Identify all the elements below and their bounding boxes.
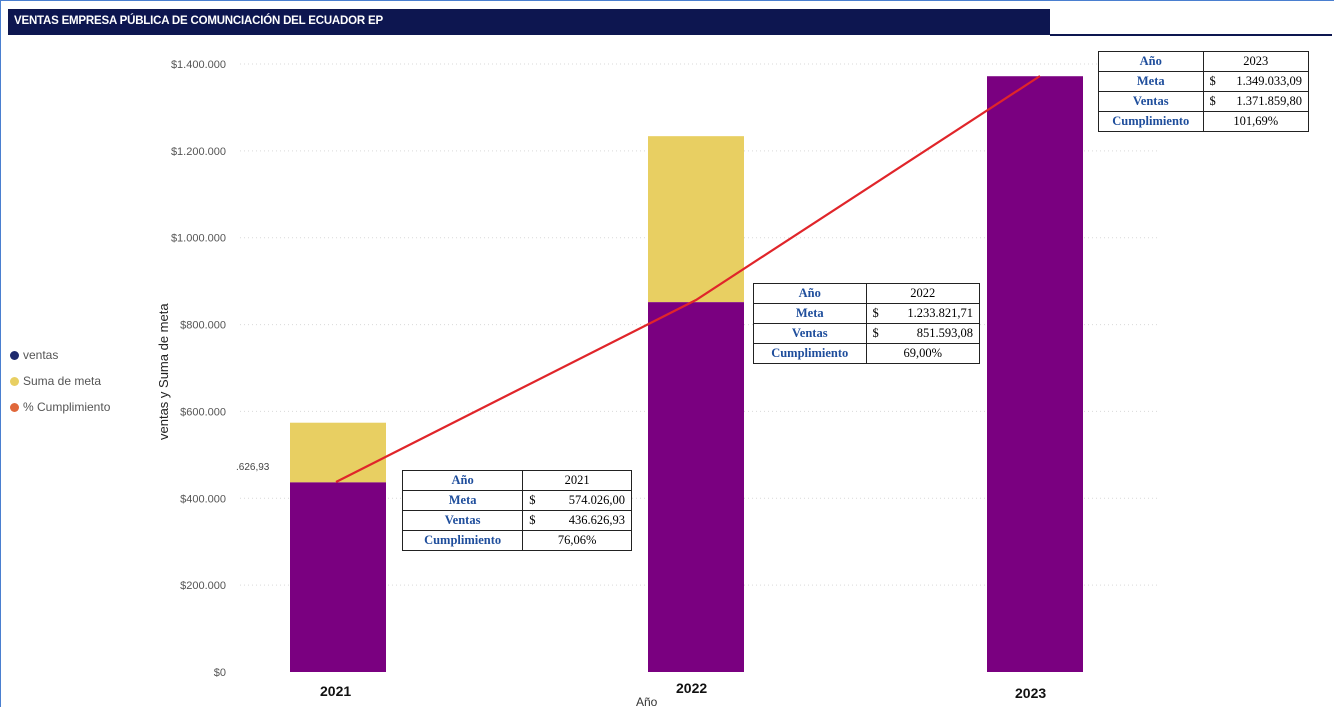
table-key-ventas: Ventas — [401, 510, 524, 531]
table-year-value: 2023 — [1202, 51, 1310, 72]
y-tick-label: $800.000 — [180, 320, 226, 332]
legend-item-cumplimiento[interactable]: % Cumplimiento — [10, 394, 110, 420]
table-meta-value: 1.349.033,09 — [1217, 71, 1309, 92]
currency-symbol: $ — [522, 490, 540, 511]
partial-data-label: .626,93 — [236, 462, 270, 473]
table-cumplimiento-value: 101,69% — [1202, 111, 1310, 132]
table-meta-value: 574.026,00 — [539, 490, 632, 511]
table-key-ventas: Ventas — [1098, 91, 1204, 112]
y-tick-label: $400.000 — [180, 493, 226, 505]
table-key-meta: Meta — [753, 303, 867, 324]
table-cumplimiento-value: 69,00% — [865, 343, 980, 364]
legend-item-ventas[interactable]: ventas — [10, 342, 110, 368]
table-key-meta: Meta — [401, 490, 524, 511]
y-tick-label: $600.000 — [180, 406, 226, 418]
legend-dot-meta — [10, 376, 19, 386]
table-ventas-value: 1.371.859,80 — [1217, 91, 1309, 112]
table-key-meta: Meta — [1098, 71, 1204, 92]
table-cumplimiento-value: 76,06% — [522, 530, 632, 551]
table-key-cumplimiento: Cumplimiento — [1098, 111, 1204, 132]
table-year-value: 2022 — [865, 283, 980, 304]
bar-meta-2022[interactable] — [648, 136, 744, 303]
y-tick-label: $0 — [214, 667, 226, 679]
y-tick-label: $1.000.000 — [171, 233, 226, 245]
bar-ventas-2023[interactable] — [987, 76, 1083, 672]
table-ventas-value: 851.593,08 — [881, 323, 980, 344]
currency-symbol: $ — [865, 303, 882, 324]
report-title: VENTAS EMPRESA PÚBLICA DE COMUNCIACIÓN D… — [14, 15, 383, 27]
info-table-2021: Año 2021 Meta $574.026,00 Ventas $436.626,9… — [401, 470, 632, 551]
table-key-cumplimiento: Cumplimiento — [401, 530, 524, 551]
y-tick-label: $1.400.000 — [171, 59, 226, 71]
legend-label-cumplimiento: % Cumplimiento — [23, 400, 111, 414]
y-axis-label: ventas y Suma de meta — [156, 303, 171, 440]
table-year-value: 2021 — [522, 470, 632, 491]
x-axis-label: Año — [636, 695, 658, 709]
currency-symbol: $ — [1202, 91, 1218, 112]
table-key-year: Año — [753, 283, 867, 304]
bar-ventas-2022[interactable] — [648, 302, 744, 672]
legend-label-meta: Suma de meta — [23, 374, 102, 388]
legend-item-meta[interactable]: Suma de meta — [10, 368, 110, 394]
legend-dot-ventas — [10, 350, 19, 360]
currency-symbol: $ — [522, 510, 540, 531]
bar-meta-2021[interactable] — [290, 422, 386, 483]
legend-label-ventas: ventas — [23, 348, 59, 362]
legend: ventas Suma de meta % Cumplimiento — [10, 342, 110, 420]
currency-symbol: $ — [865, 323, 882, 344]
report-title-bar: VENTAS EMPRESA PÚBLICA DE COMUNCIACIÓN D… — [8, 9, 1050, 35]
table-meta-value: 1.233.821,71 — [881, 303, 980, 324]
info-table-2023: Año 2023 Meta $1.349.033,09 Ventas $1.371.8… — [1098, 51, 1310, 132]
info-table-2022: Año 2022 Meta $1.233.821,71 Ventas $851.593… — [753, 283, 980, 364]
x-tick-2023: 2023 — [1015, 685, 1047, 701]
bar-ventas-2021[interactable] — [290, 482, 386, 672]
x-tick-2021: 2021 — [320, 683, 352, 699]
table-key-ventas: Ventas — [753, 323, 867, 344]
currency-symbol: $ — [1202, 71, 1218, 92]
table-key-cumplimiento: Cumplimiento — [753, 343, 867, 364]
table-ventas-value: 436.626,93 — [539, 510, 632, 531]
y-tick-label: $1.200.000 — [171, 146, 226, 158]
table-key-year: Año — [401, 470, 524, 491]
title-underline — [1050, 34, 1332, 36]
x-tick-2022: 2022 — [676, 680, 708, 696]
cumplimiento-line[interactable] — [335, 75, 1041, 483]
y-tick-label: $200.000 — [180, 580, 226, 592]
legend-dot-cumplimiento — [10, 402, 19, 412]
table-key-year: Año — [1098, 51, 1204, 72]
